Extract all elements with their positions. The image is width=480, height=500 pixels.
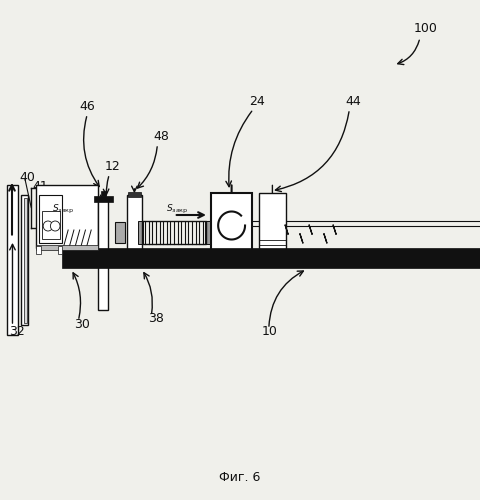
- Circle shape: [50, 221, 60, 231]
- Bar: [142, 222, 206, 244]
- Bar: [127, 195, 142, 250]
- Text: $S_{\mathsf{закр}}$: $S_{\mathsf{закр}}$: [52, 204, 74, 216]
- Text: 32: 32: [9, 325, 24, 338]
- Bar: [128, 192, 141, 196]
- Bar: [42, 212, 60, 239]
- Bar: [94, 196, 113, 202]
- Bar: [39, 195, 62, 242]
- Bar: [62, 248, 480, 268]
- Bar: [259, 192, 286, 252]
- Text: 44: 44: [346, 95, 361, 108]
- Text: 40: 40: [19, 171, 35, 184]
- Text: 10: 10: [262, 325, 277, 338]
- Bar: [211, 192, 252, 252]
- Bar: [58, 246, 62, 254]
- Text: $S_{\mathsf{закр}}$: $S_{\mathsf{закр}}$: [166, 204, 188, 216]
- Bar: [101, 191, 106, 196]
- Bar: [115, 222, 125, 242]
- Text: 48: 48: [154, 130, 169, 143]
- Bar: [205, 222, 210, 244]
- Text: 12: 12: [105, 160, 120, 173]
- Bar: [138, 222, 143, 244]
- Circle shape: [43, 221, 53, 231]
- Text: Фиг. 6: Фиг. 6: [219, 471, 261, 484]
- Text: 46: 46: [79, 100, 95, 113]
- Text: $M_{\mathsf{закр}}$: $M_{\mathsf{закр}}$: [218, 250, 243, 263]
- Bar: [36, 245, 98, 250]
- Text: 24: 24: [249, 95, 264, 108]
- Text: 41: 41: [33, 180, 48, 193]
- Bar: [36, 246, 41, 254]
- Bar: [21, 195, 28, 325]
- Text: 100: 100: [414, 22, 438, 36]
- Bar: [7, 185, 18, 335]
- Text: 38: 38: [148, 312, 164, 326]
- Bar: [36, 185, 98, 248]
- Text: 30: 30: [74, 318, 90, 330]
- Bar: [98, 200, 108, 310]
- Bar: [24, 198, 27, 322]
